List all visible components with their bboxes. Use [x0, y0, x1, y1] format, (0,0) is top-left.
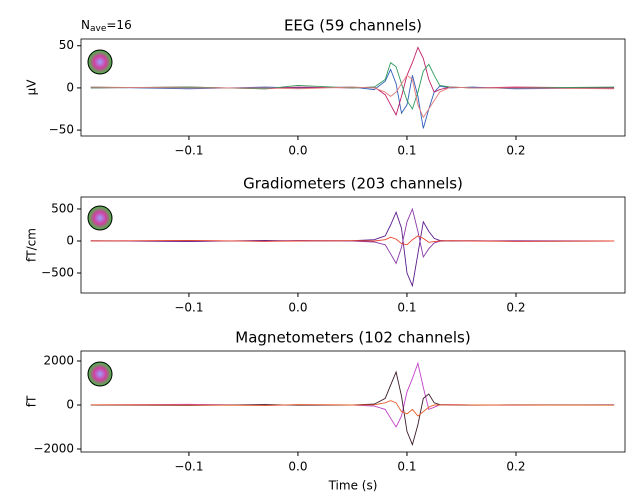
chart-title: EEG (59 channels) [284, 17, 422, 35]
x-tick-label: 0.1 [397, 301, 416, 315]
axes-frame [80, 350, 626, 453]
y-tick-label: 500 [51, 201, 74, 215]
y-axis-label: fT [25, 395, 39, 407]
x-tick-label: −0.1 [174, 301, 203, 315]
trace [90, 61, 615, 111]
x-tick-label: 0.0 [288, 301, 307, 315]
sensor-icons [87, 49, 113, 387]
y-tick-label: 2000 [43, 354, 74, 368]
trace [90, 207, 615, 265]
x-tick-label: −0.1 [174, 144, 203, 158]
trace [90, 370, 615, 446]
y-axis-label: fT/cm [25, 228, 39, 262]
x-tick-label: 0.2 [506, 144, 525, 158]
x-tick-label: 0.0 [288, 144, 307, 158]
trace [90, 74, 615, 119]
x-tick-label: 0.2 [506, 460, 525, 474]
y-tick-label: 0 [66, 233, 74, 247]
y-axis-label: µV [25, 79, 39, 96]
x-tick-label: 0.0 [288, 460, 307, 474]
x-tick-label: −0.1 [174, 460, 203, 474]
sensor-icon [87, 49, 113, 75]
trace [90, 68, 615, 129]
chart-title: Magnetometers (102 channels) [235, 329, 470, 347]
trace [90, 400, 615, 417]
y-tick-label: −500 [41, 266, 74, 280]
x-tick-label: 0.2 [506, 301, 525, 315]
nave-annotation: Nave=16 [81, 18, 132, 34]
x-tick-label: 0.1 [397, 460, 416, 474]
x-axis-label: Time (s) [328, 479, 378, 493]
y-tick-label: 0 [66, 398, 74, 412]
sensor-icon [87, 205, 113, 231]
y-tick-label: −50 [49, 123, 74, 137]
y-tick-label: 0 [66, 80, 74, 94]
y-tick-label: 50 [59, 38, 74, 52]
axes-frame [80, 38, 626, 137]
trace [90, 361, 615, 428]
trace [90, 235, 615, 246]
axes-frame [80, 196, 626, 294]
trace [90, 210, 615, 288]
x-tick-label: 0.1 [397, 144, 416, 158]
chart-title: Gradiometers (203 channels) [243, 175, 463, 193]
y-tick-label: −2000 [33, 442, 74, 456]
sensor-icon [87, 361, 113, 387]
trace [90, 46, 615, 117]
